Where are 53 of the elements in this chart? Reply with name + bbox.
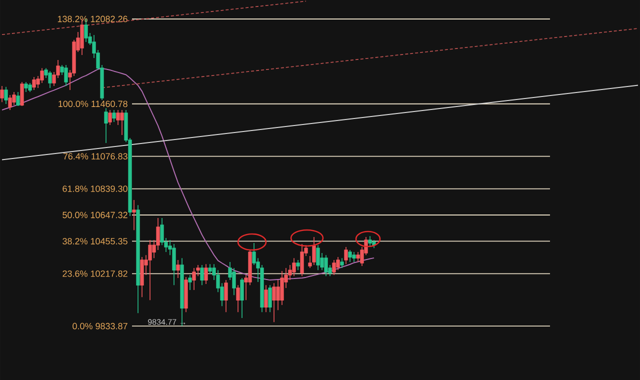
candlestick: [112, 110, 116, 122]
candlestick: [340, 258, 344, 268]
candlestick: [24, 82, 28, 92]
ref-line-label: 0.0% 9833.87: [72, 322, 128, 330]
candlestick: [184, 276, 188, 313]
candlestick: [272, 282, 276, 323]
candlestick: [140, 256, 144, 298]
candlestick: [48, 70, 52, 88]
candlestick: [352, 252, 356, 262]
candlestick: [300, 244, 304, 276]
candlestick: [192, 268, 196, 290]
candlestick: [16, 92, 20, 106]
candlestick: [180, 258, 184, 326]
candlestick: [268, 284, 272, 313]
candlestick: [0, 86, 4, 102]
candlestick: [4, 86, 8, 104]
candlestick: [136, 204, 140, 314]
candlestick: [292, 258, 296, 276]
ref-line-label: 100.0% 11460.78: [58, 100, 128, 108]
candlestick: [64, 64, 68, 86]
ref-line-label: 76.4% 11076.83: [63, 153, 128, 160]
candlestick: [188, 274, 192, 290]
candlestick: [240, 278, 244, 318]
ref-line-label: 138.2% 12082.26: [58, 16, 128, 22]
candlestick: [20, 82, 24, 106]
candlestick: [120, 110, 124, 136]
candlestick: [132, 200, 136, 230]
ref-line-label: 38.2% 10455.35: [62, 238, 128, 244]
ref-line-label: 61.8% 10839.30: [62, 186, 128, 192]
annotation: 9834.77 →: [148, 319, 186, 325]
candlestick: [296, 260, 300, 270]
candlestick: [32, 76, 36, 90]
candlestick: [28, 82, 32, 92]
candlestick: [172, 244, 176, 286]
candlestick: [176, 260, 180, 278]
candlestick: [200, 264, 204, 286]
candlestick: [264, 284, 268, 313]
candlestick: [316, 244, 320, 270]
candlestick: [148, 240, 152, 301]
candlestick: [332, 260, 336, 276]
candlestick: [368, 236, 372, 248]
candlestick: [236, 284, 240, 313]
ref-line-label: 50.0% 10647.32: [62, 212, 128, 218]
candlestick: [204, 264, 208, 284]
candlestick: [348, 250, 352, 262]
candlestick: [312, 236, 316, 266]
candlestick: [224, 280, 228, 313]
ref-line-label: 23.6% 10217.82: [62, 270, 128, 277]
candlestick: [344, 246, 348, 264]
candlestick: [324, 254, 328, 276]
candlestick: [104, 108, 108, 144]
candlestick: [108, 110, 112, 126]
candlestick: [8, 94, 12, 110]
